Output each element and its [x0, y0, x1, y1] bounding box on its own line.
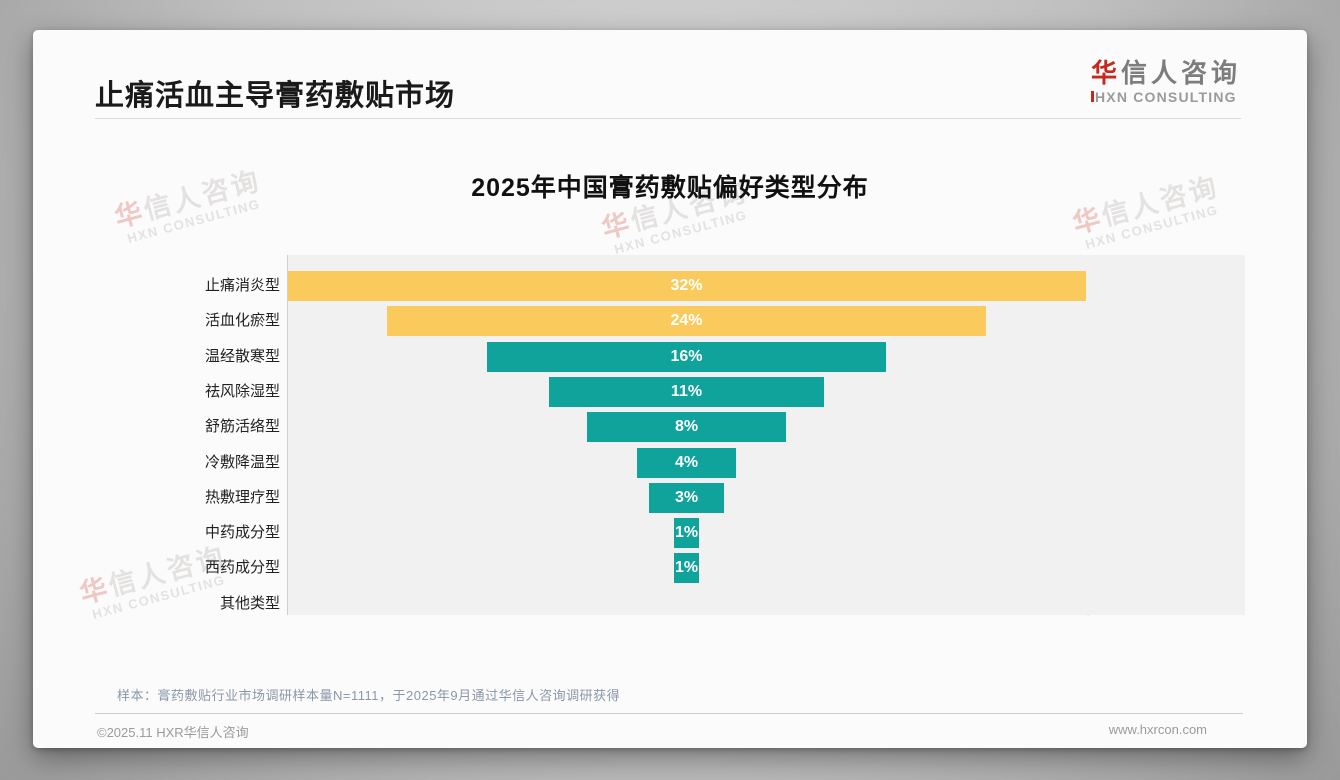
category-label: 祛风除湿型	[204, 382, 280, 400]
company-logo: 华信人咨询 HXN CONSULTING	[1090, 58, 1241, 106]
page-title: 止痛活血主导膏药敷贴市场	[95, 80, 456, 112]
funnel-bar: 3%	[649, 482, 724, 513]
funnel-bar: 16%	[487, 341, 886, 372]
funnel-bar: 1%	[674, 518, 699, 549]
logo-red-tick-icon	[1090, 91, 1094, 102]
funnel-bar: 11%	[549, 376, 824, 407]
logo-en-text: HXN CONSULTING	[1090, 88, 1241, 106]
sample-note: 样本：膏药敷贴行业市场调研样本量N=1111，于2025年9月通过华信人咨询调研…	[117, 688, 621, 703]
bar-value-label: 24%	[670, 312, 703, 330]
funnel-bar: 4%	[636, 447, 737, 478]
bar-value-label: 8%	[674, 418, 699, 436]
category-label: 冷敷降温型	[204, 453, 280, 471]
footer-divider	[95, 713, 1243, 714]
chart-title: 2025年中国膏药敷贴偏好类型分布	[471, 174, 869, 202]
funnel-bar: 24%	[387, 306, 986, 337]
slide: 华信人咨询 HXN CONSULTING 华信人咨询 HXN CONSULTING 华信…	[33, 30, 1307, 748]
y-axis-line	[287, 255, 288, 615]
bar-value-label: 1%	[674, 559, 699, 577]
category-label: 舒筋活络型	[204, 418, 280, 436]
category-label: 其他类型	[219, 594, 280, 612]
bar-value-label: 32%	[670, 277, 703, 294]
category-label: 止痛消炎型	[204, 277, 280, 294]
footer-copyright: ©2025.11 HXR华信人咨询	[97, 725, 249, 740]
bar-value-label: 1%	[674, 524, 699, 542]
category-label: 热敷理疗型	[204, 488, 280, 506]
bar-value-label: 4%	[674, 453, 699, 471]
bar-value-label: 16%	[670, 347, 703, 365]
bar-value-label: 3%	[674, 488, 699, 506]
footer-website: www.hxrcon.com	[1108, 722, 1207, 737]
bar-value-label: 11%	[670, 382, 703, 400]
funnel-bar: 32%	[287, 271, 1086, 301]
logo-cn-text: 华信人咨询	[1090, 58, 1241, 88]
category-label: 中药成分型	[204, 524, 280, 542]
category-label: 活血化瘀型	[204, 312, 280, 330]
funnel-bar: 1%	[674, 553, 699, 584]
category-label: 温经散寒型	[204, 347, 280, 365]
header-divider	[95, 118, 1241, 119]
funnel-bar: 8%	[586, 412, 787, 443]
category-label: 西药成分型	[204, 559, 280, 577]
